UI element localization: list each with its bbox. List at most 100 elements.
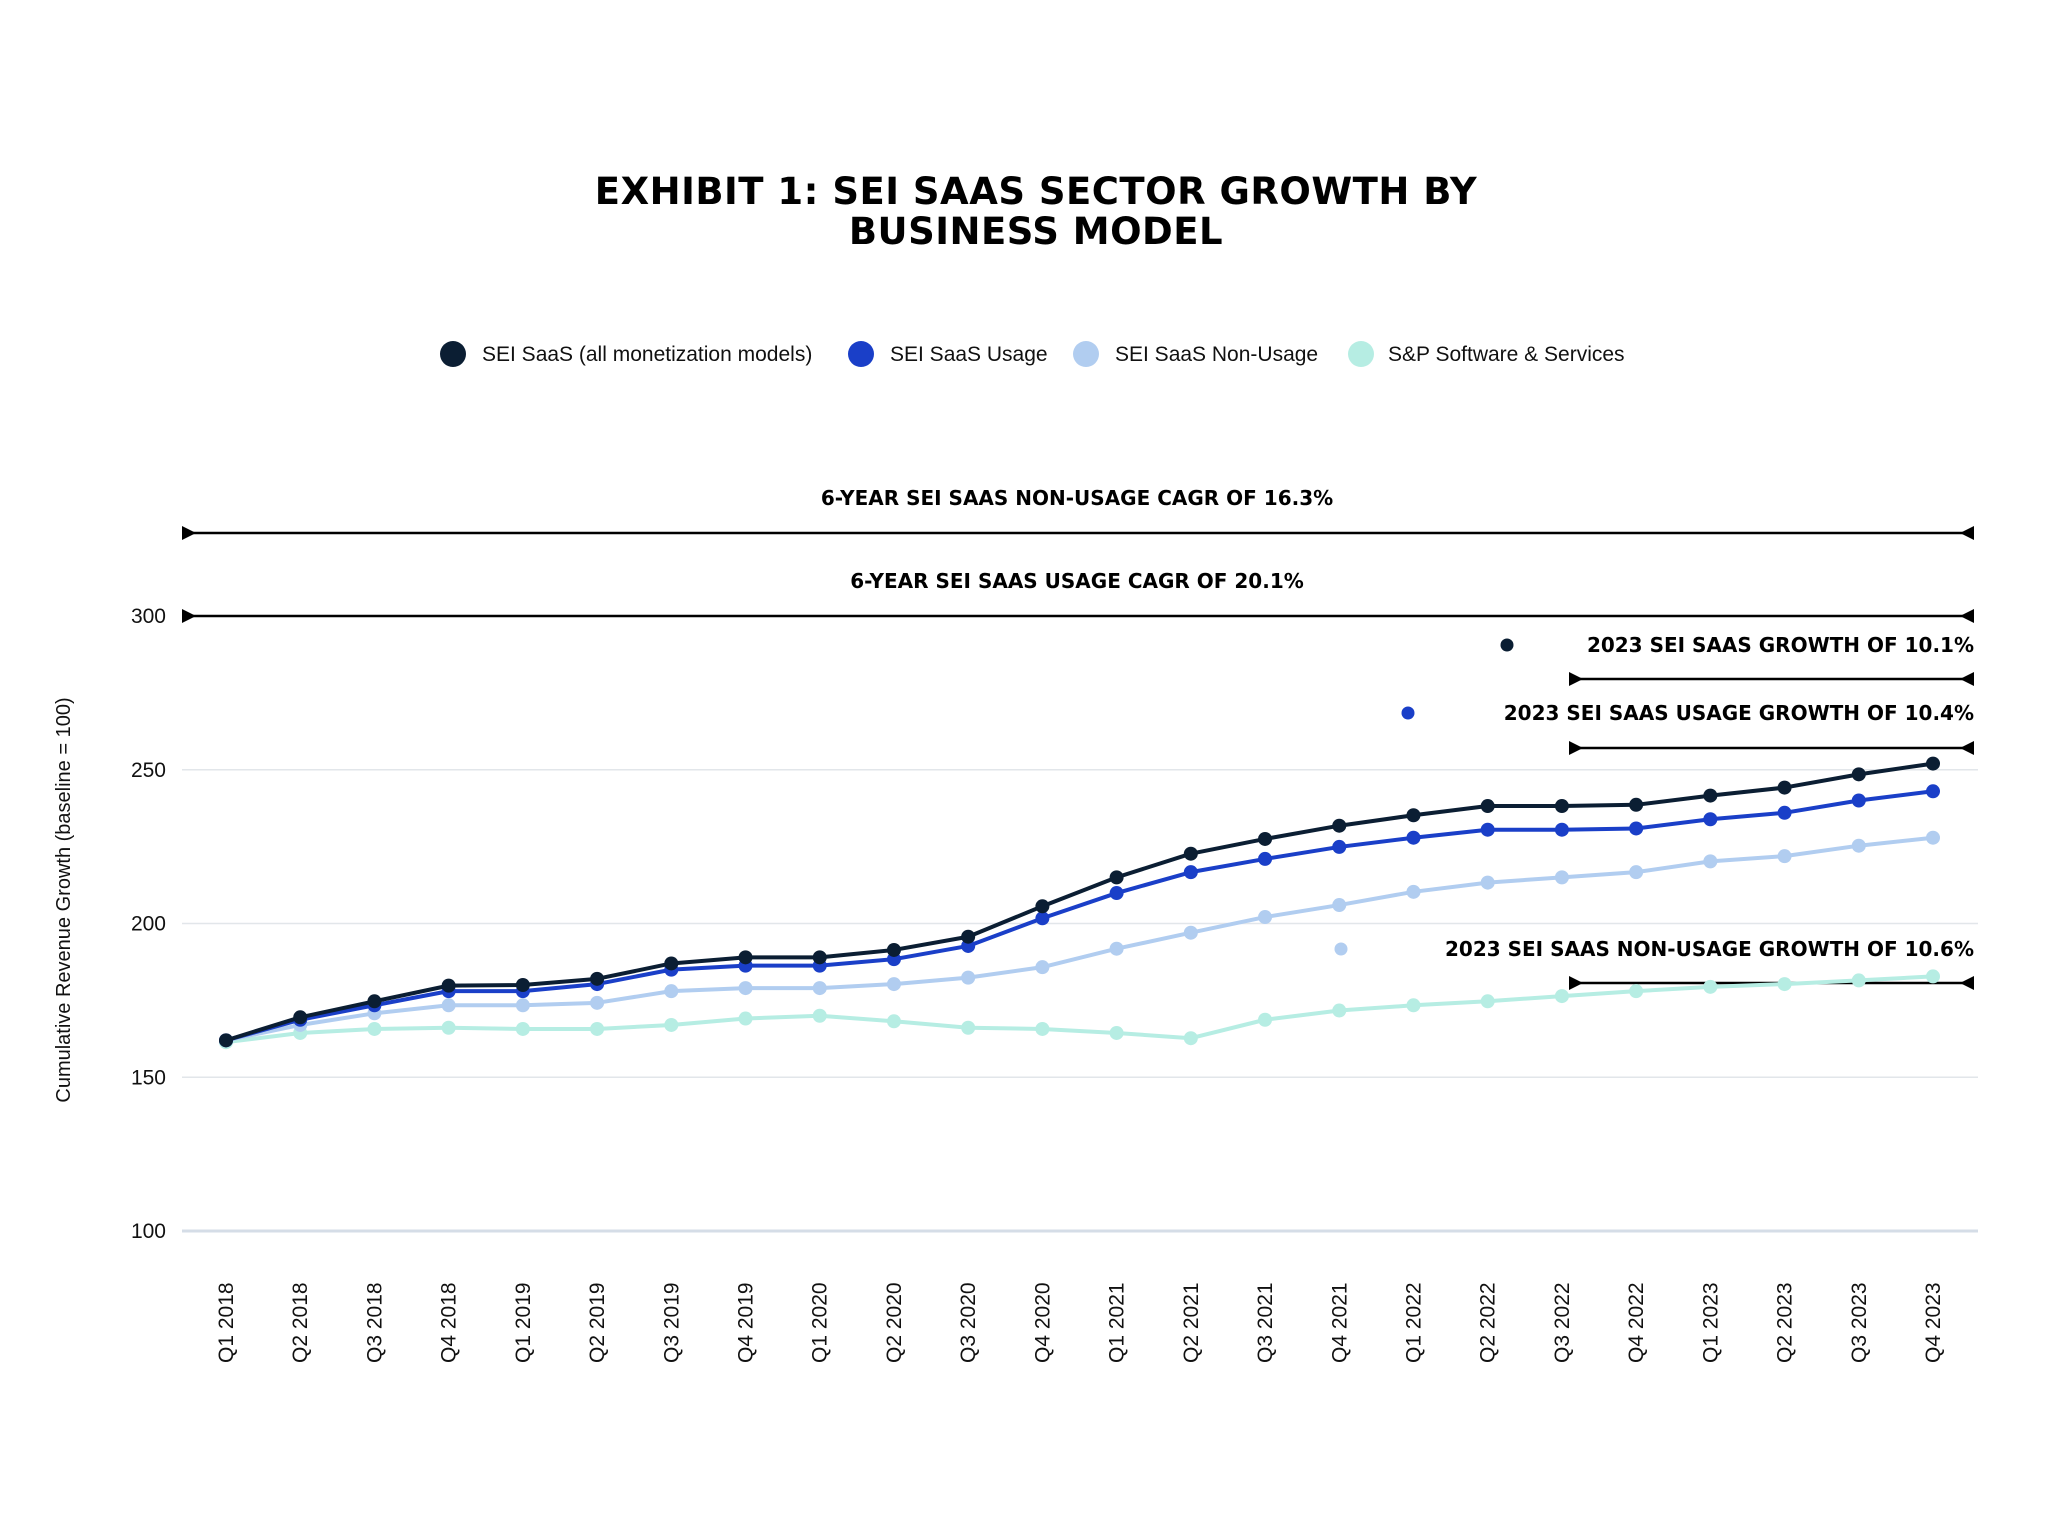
annotation-arrow-left bbox=[1569, 741, 1583, 755]
series-line bbox=[225, 835, 1934, 1043]
data-point bbox=[812, 981, 827, 996]
data-point bbox=[1183, 865, 1198, 880]
data-point bbox=[1258, 910, 1273, 925]
annotation-label: 2023 SEI SAAS NON-USAGE GROWTH OF 10.6% bbox=[1445, 937, 1974, 961]
data-point bbox=[1777, 805, 1792, 820]
series-0 bbox=[219, 756, 1940, 1048]
annotation-arrow-left bbox=[182, 609, 196, 623]
data-point bbox=[367, 994, 382, 1009]
series-1 bbox=[219, 784, 1940, 1048]
data-point bbox=[1629, 797, 1644, 812]
x-tick-label: Q4 2018 bbox=[438, 1282, 461, 1363]
data-point bbox=[590, 971, 605, 986]
annotation-arrow-right bbox=[1960, 672, 1974, 686]
data-point bbox=[1406, 808, 1421, 823]
legend-label: SEI SaaS Usage bbox=[890, 343, 1048, 366]
data-point bbox=[1109, 1025, 1124, 1040]
data-point bbox=[441, 1020, 456, 1035]
data-point bbox=[1183, 846, 1198, 861]
data-point bbox=[1851, 793, 1866, 808]
annotation-label: 2023 SEI SAAS GROWTH OF 10.1% bbox=[1587, 633, 1974, 657]
data-point bbox=[1554, 870, 1569, 885]
data-point bbox=[1480, 994, 1495, 1009]
data-point bbox=[1777, 780, 1792, 795]
data-point bbox=[1332, 1003, 1347, 1018]
x-tick-label: Q4 2021 bbox=[1328, 1282, 1351, 1363]
x-tick-label: Q2 2022 bbox=[1477, 1282, 1500, 1363]
data-point bbox=[1035, 899, 1050, 914]
data-point bbox=[1926, 969, 1940, 984]
annotation-marker bbox=[1500, 638, 1514, 652]
series-line bbox=[225, 974, 1934, 1045]
data-point bbox=[1183, 925, 1198, 940]
x-tick-label: Q4 2023 bbox=[1922, 1282, 1945, 1363]
data-point bbox=[1480, 822, 1495, 837]
series-3 bbox=[219, 969, 1940, 1050]
data-point bbox=[886, 977, 901, 992]
x-tick-label: Q1 2022 bbox=[1402, 1282, 1425, 1363]
x-tick-label: Q2 2023 bbox=[1774, 1282, 1797, 1363]
data-point bbox=[664, 956, 679, 971]
x-tick-label: Q2 2018 bbox=[289, 1282, 312, 1363]
data-point bbox=[1183, 1031, 1198, 1046]
legend-label: SEI SaaS (all monetization models) bbox=[482, 343, 812, 366]
x-tick-label: Q2 2021 bbox=[1180, 1282, 1203, 1363]
annotation-marker bbox=[1334, 942, 1348, 956]
data-point bbox=[1777, 977, 1792, 992]
data-point bbox=[590, 1021, 605, 1036]
data-point bbox=[1554, 799, 1569, 814]
data-point bbox=[812, 1008, 827, 1023]
legend-marker bbox=[1348, 341, 1374, 367]
annotation-label: 2023 SEI SAAS USAGE GROWTH OF 10.4% bbox=[1504, 701, 1974, 725]
annotation-marker bbox=[1401, 706, 1415, 720]
data-point bbox=[1035, 960, 1050, 975]
data-point bbox=[1480, 799, 1495, 814]
data-point bbox=[812, 950, 827, 965]
data-point bbox=[1703, 788, 1718, 803]
annotation-arrow-right bbox=[1960, 741, 1974, 755]
series-group bbox=[219, 756, 1940, 1050]
data-point bbox=[367, 1021, 382, 1036]
data-point bbox=[1332, 818, 1347, 833]
y-axis-label: Cumulative Revenue Growth (baseline = 10… bbox=[53, 697, 75, 1102]
data-point bbox=[219, 1033, 233, 1048]
data-point bbox=[1406, 884, 1421, 899]
annotation-arrow-right bbox=[1960, 609, 1974, 623]
data-point bbox=[1406, 830, 1421, 845]
series-2 bbox=[219, 830, 1940, 1048]
data-point bbox=[1332, 839, 1347, 854]
data-point bbox=[961, 929, 976, 944]
x-tick-label: Q4 2022 bbox=[1625, 1282, 1648, 1363]
data-point bbox=[1554, 989, 1569, 1004]
annotation-arrow-right bbox=[1960, 526, 1974, 540]
y-axis: 100 150 200 250 300 bbox=[131, 605, 166, 1243]
data-point bbox=[738, 950, 753, 965]
data-point bbox=[1851, 838, 1866, 853]
data-point bbox=[664, 1017, 679, 1032]
annotation-arrow-left bbox=[1569, 672, 1583, 686]
data-point bbox=[1109, 886, 1124, 901]
data-point bbox=[1035, 1021, 1050, 1036]
legend-marker bbox=[440, 341, 466, 367]
x-tick-label: Q1 2023 bbox=[1699, 1282, 1722, 1363]
data-point bbox=[1629, 865, 1644, 880]
y-tick-label: 300 bbox=[131, 605, 166, 628]
x-tick-label: Q1 2018 bbox=[215, 1282, 238, 1363]
data-point bbox=[293, 1010, 308, 1025]
y-tick-label: 150 bbox=[131, 1066, 166, 1089]
legend-label: S&P Software & Services bbox=[1388, 343, 1625, 366]
data-point bbox=[441, 998, 456, 1013]
x-tick-label: Q1 2019 bbox=[512, 1282, 535, 1363]
legend-marker bbox=[848, 341, 874, 367]
x-tick-label: Q2 2020 bbox=[883, 1282, 906, 1363]
data-point bbox=[1926, 830, 1940, 845]
legend-label: SEI SaaS Non-Usage bbox=[1115, 343, 1318, 366]
data-point bbox=[1109, 870, 1124, 885]
x-tick-label: Q1 2020 bbox=[809, 1282, 832, 1363]
x-tick-label: Q1 2021 bbox=[1106, 1282, 1129, 1363]
data-point bbox=[1629, 984, 1644, 999]
annotation-arrow-right bbox=[1960, 976, 1974, 990]
annotation-arrow-left bbox=[1569, 976, 1583, 990]
annotation-label: 6-YEAR SEI SAAS USAGE CAGR OF 20.1% bbox=[850, 569, 1304, 593]
